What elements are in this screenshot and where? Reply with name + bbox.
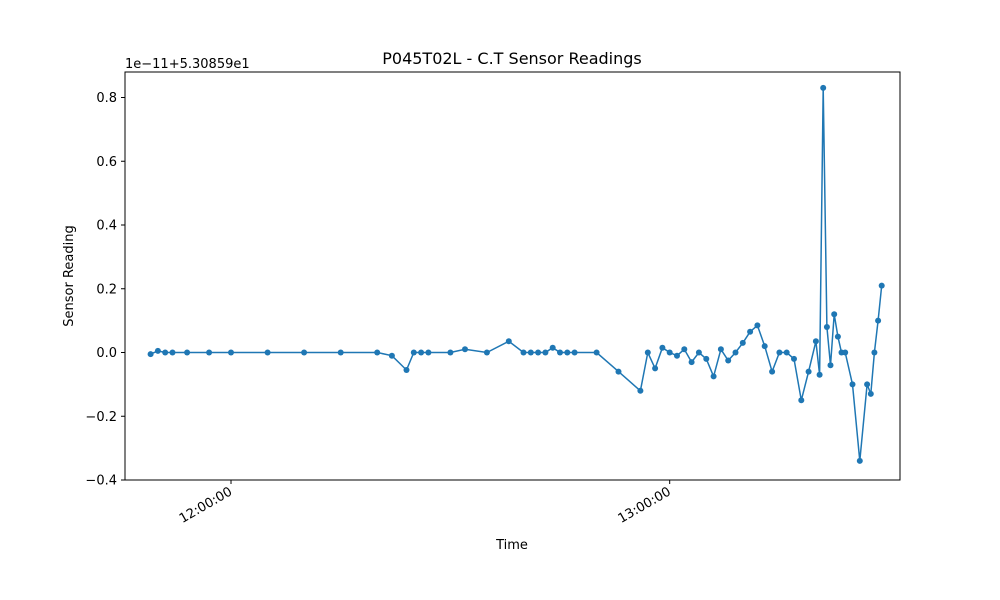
data-point	[637, 387, 644, 394]
data-point	[337, 349, 344, 356]
data-point	[849, 381, 856, 388]
data-point	[571, 349, 578, 356]
data-point	[820, 84, 827, 91]
y-tick-label: 0.0	[96, 346, 117, 361]
y-tick-label: 0.4	[96, 219, 117, 234]
data-point	[769, 368, 776, 375]
x-tick-label: 12:00:00	[177, 484, 235, 526]
series-ct-sensor	[147, 84, 885, 464]
y-tick-label: 0.6	[96, 155, 117, 170]
data-point	[878, 282, 885, 289]
data-point	[681, 346, 688, 353]
data-point	[549, 344, 556, 351]
y-tick-label: −0.4	[85, 474, 117, 489]
data-point	[564, 349, 571, 356]
data-point	[725, 357, 732, 364]
y-tick-label: 0.2	[96, 282, 117, 297]
data-point	[447, 349, 454, 356]
data-point	[615, 368, 622, 375]
data-point	[703, 355, 710, 362]
data-point	[388, 352, 395, 359]
data-point	[593, 349, 600, 356]
data-point	[410, 349, 417, 356]
series-line	[150, 87, 883, 461]
y-axis: −0.4 −0.2 0.0 0.2 0.4 0.6 0.8	[85, 91, 125, 489]
data-point	[527, 349, 534, 356]
data-point	[812, 338, 819, 345]
y-axis-label: Sensor Reading	[62, 225, 77, 326]
data-point	[169, 349, 176, 356]
data-point	[264, 349, 271, 356]
data-point	[374, 349, 381, 356]
data-point	[871, 349, 878, 356]
data-point	[827, 362, 834, 369]
data-point	[659, 344, 666, 351]
data-point	[816, 371, 823, 378]
data-point	[732, 349, 739, 356]
data-point	[674, 352, 680, 359]
data-point	[162, 349, 169, 356]
data-point	[688, 359, 695, 366]
data-point	[483, 349, 490, 356]
data-point	[823, 324, 830, 330]
y-tick-label: 0.8	[96, 91, 117, 106]
data-point	[147, 351, 154, 358]
plot-area	[124, 71, 901, 481]
x-axis-label: Time	[495, 538, 528, 553]
data-point	[856, 457, 863, 464]
y-offset-label: 1e−11+5.30859e1	[125, 57, 250, 72]
data-point	[666, 349, 673, 356]
data-point	[462, 346, 468, 353]
data-point	[644, 349, 651, 356]
data-point	[154, 347, 161, 354]
data-point	[206, 349, 213, 356]
data-point	[301, 349, 308, 356]
data-point	[418, 349, 425, 356]
data-point	[403, 367, 410, 373]
data-point	[557, 349, 563, 356]
data-point	[791, 355, 797, 362]
data-point	[652, 365, 659, 372]
data-point	[717, 346, 724, 353]
data-point	[798, 397, 805, 404]
y-tick-label: −0.2	[85, 410, 117, 425]
data-point	[754, 322, 761, 329]
data-point	[834, 333, 841, 340]
data-point	[761, 343, 768, 350]
data-point	[505, 338, 512, 345]
data-point	[695, 349, 702, 356]
data-point	[520, 349, 527, 356]
x-tick-label: 13:00:00	[616, 484, 674, 526]
data-point	[739, 339, 746, 346]
data-point	[783, 349, 790, 356]
data-point	[831, 311, 838, 318]
data-point	[710, 373, 717, 380]
data-point	[842, 349, 849, 356]
data-point	[535, 349, 542, 356]
data-point	[228, 349, 234, 356]
x-axis: 12:00:00 13:00:00	[177, 480, 674, 527]
data-point	[867, 390, 874, 397]
data-point	[425, 349, 432, 356]
data-point	[776, 349, 783, 356]
data-point	[805, 368, 812, 375]
data-point	[184, 349, 191, 356]
data-point	[864, 381, 871, 388]
data-point	[747, 328, 754, 335]
data-point	[542, 349, 549, 356]
data-point	[875, 317, 882, 324]
chart-title: P045T02L - C.T Sensor Readings	[382, 49, 642, 68]
